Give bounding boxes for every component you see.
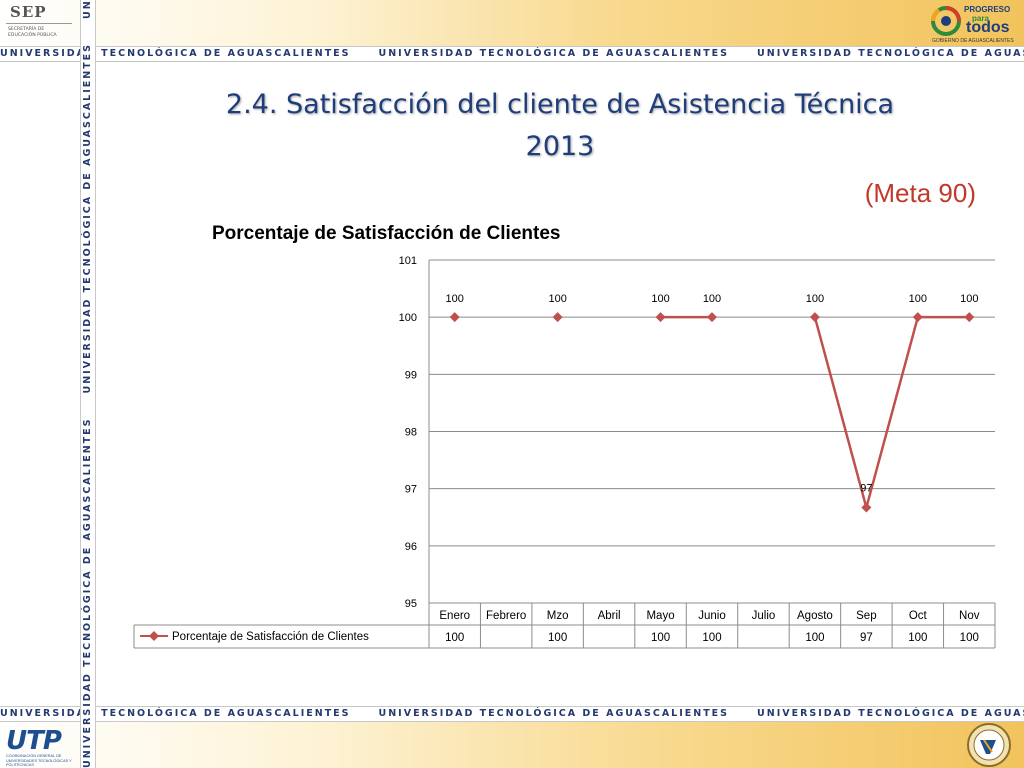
x-tick-label: Julio xyxy=(752,610,776,622)
data-point xyxy=(449,312,460,323)
table-value: 100 xyxy=(651,632,670,644)
x-tick-label: Agosto xyxy=(797,610,833,622)
header-band xyxy=(0,0,1024,46)
top-banner-strip: UNIVERSIDAD TECNOLÓGICA DE AGUASCALIENTE… xyxy=(0,46,1024,62)
y-tick-label: 99 xyxy=(405,369,417,381)
utp-logo: UTP COORDINACIÓN GENERAL DE UNIVERSIDADE… xyxy=(6,726,72,767)
x-tick-label: Oct xyxy=(909,610,928,622)
progreso-para-todos-logo: PROGRESO para todos GOBIERNO DE AGUASCAL… xyxy=(930,5,1014,44)
university-seal-icon xyxy=(967,723,1011,767)
y-tick-label: 98 xyxy=(405,427,417,439)
footer-band xyxy=(0,720,1024,768)
y-tick-label: 95 xyxy=(405,598,417,610)
data-point xyxy=(552,312,563,323)
data-point xyxy=(809,312,820,323)
table-value: 97 xyxy=(860,632,873,644)
data-label: 100 xyxy=(446,293,464,305)
goal-label: (Meta 90) xyxy=(864,178,976,208)
series-line-segment xyxy=(865,316,920,508)
x-tick-label: Enero xyxy=(439,610,470,622)
sep-logo: SEP SECRETARÍA DE EDUCACIÓN PÚBLICA xyxy=(4,3,76,39)
legend-marker xyxy=(149,631,159,641)
table-value: 100 xyxy=(908,632,927,644)
chart-title: Porcentaje de Satisfacción de Clientes xyxy=(212,223,561,244)
x-tick-label: Mzo xyxy=(547,610,569,622)
vertical-banner-strip: UNIVERSIDAD TECNOLÓGICA DE AGUASCALIENTE… xyxy=(80,0,96,768)
data-point xyxy=(964,312,975,323)
x-tick-label: Nov xyxy=(959,610,980,622)
x-tick-label: Junio xyxy=(698,610,726,622)
slide-title: 2.4. Satisfacción del cliente de Asisten… xyxy=(225,89,895,162)
data-point xyxy=(655,312,666,323)
y-tick-label: 97 xyxy=(405,484,417,496)
data-label: 100 xyxy=(806,293,824,305)
x-tick-label: Febrero xyxy=(486,610,526,622)
data-label: 100 xyxy=(960,293,978,305)
data-label: 100 xyxy=(703,293,721,305)
data-label: 100 xyxy=(651,293,669,305)
y-tick-label: 101 xyxy=(399,255,417,267)
data-point xyxy=(861,502,872,513)
table-value: 100 xyxy=(702,632,721,644)
x-tick-label: Abril xyxy=(598,610,621,622)
progreso-emblem-icon xyxy=(930,6,961,36)
y-tick-label: 100 xyxy=(399,312,417,324)
table-value: 100 xyxy=(445,632,464,644)
table-value: 100 xyxy=(805,632,824,644)
data-point xyxy=(912,312,923,323)
series-line-segment xyxy=(813,316,868,508)
y-tick-label: 96 xyxy=(405,541,417,553)
data-label: 100 xyxy=(548,293,566,305)
legend-label: Porcentaje de Satisfacción de Clientes xyxy=(172,631,369,643)
x-tick-label: Mayo xyxy=(646,610,674,622)
bottom-banner-strip: UNIVERSIDAD TECNOLÓGICA DE AGUASCALIENTE… xyxy=(0,706,1024,722)
x-tick-label: Sep xyxy=(856,610,876,622)
data-label: 97 xyxy=(860,483,872,495)
table-value: 100 xyxy=(960,632,979,644)
data-point xyxy=(707,312,717,323)
data-label: 100 xyxy=(909,293,927,305)
table-value: 100 xyxy=(548,632,567,644)
